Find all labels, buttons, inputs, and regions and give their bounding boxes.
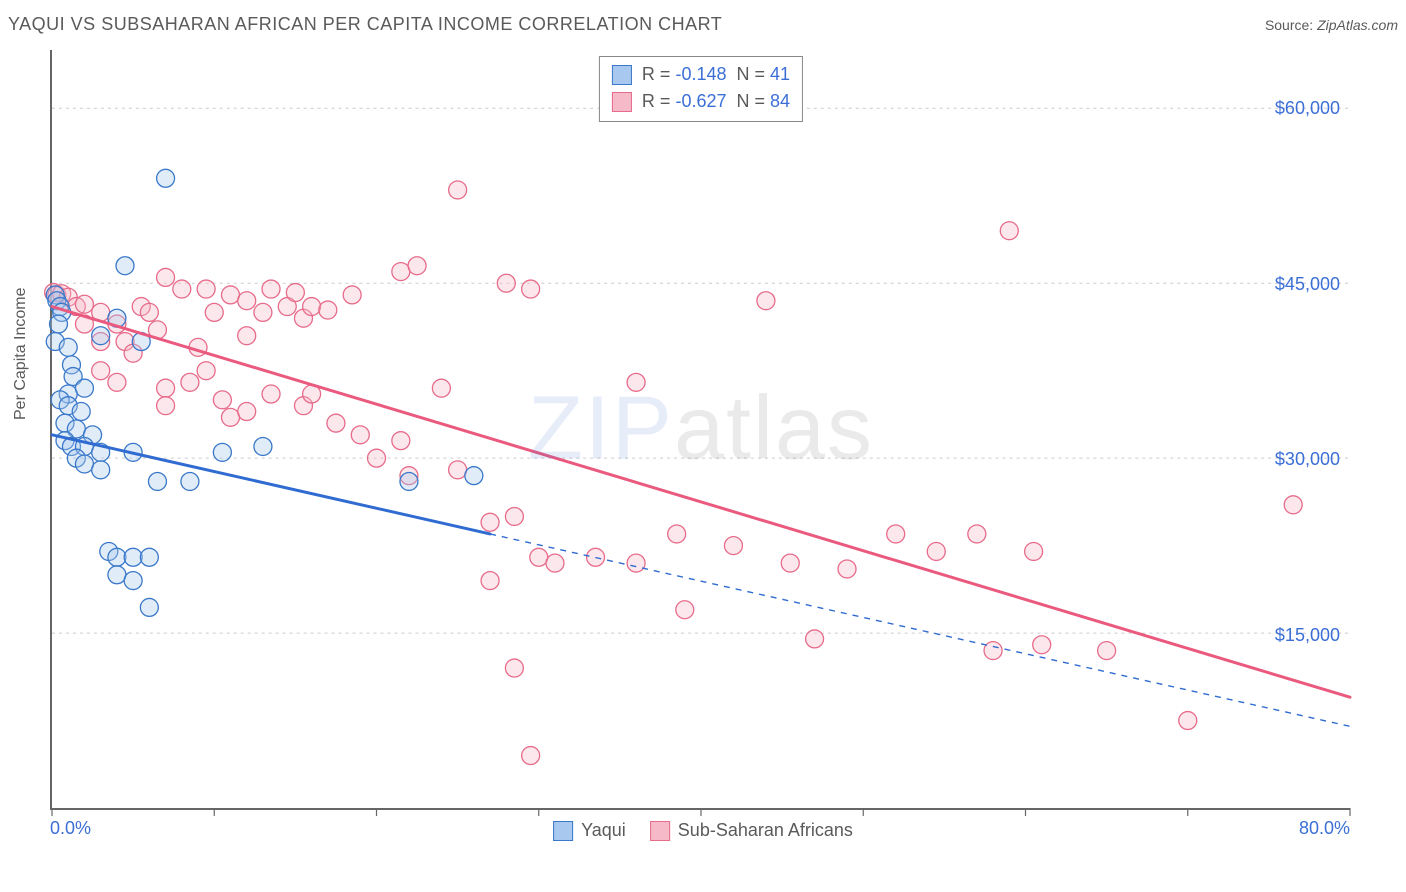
y-axis-label: Per Capita Income xyxy=(12,287,30,420)
legend-item-a: Yaqui xyxy=(553,820,626,841)
source-name: ZipAtlas.com xyxy=(1317,17,1398,33)
x-max-label: 80.0% xyxy=(1299,818,1350,839)
n-eq-a: N = 41 xyxy=(737,61,791,88)
n-eq-b: N = 84 xyxy=(737,88,791,115)
swatch-series-a xyxy=(612,65,632,85)
y-tick-label: $30,000 xyxy=(1275,449,1340,470)
swatch-series-b xyxy=(612,92,632,112)
series-b-points xyxy=(45,181,1303,765)
series-legend: Yaqui Sub-Saharan Africans xyxy=(553,820,853,841)
series-b-trendline xyxy=(52,307,1350,698)
correlation-row-b: R = -0.627 N = 84 xyxy=(612,88,790,115)
chart-svg xyxy=(52,50,1350,808)
correlation-row-a: R = -0.148 N = 41 xyxy=(612,61,790,88)
chart-header: YAQUI VS SUBSAHARAN AFRICAN PER CAPITA I… xyxy=(8,14,1398,35)
legend-swatch-b xyxy=(650,821,670,841)
r-eq-b: R = -0.627 xyxy=(642,88,727,115)
r-eq-a: R = -0.148 xyxy=(642,61,727,88)
plot-area: ZIPatlas R = -0.148 N = 41 R = -0.627 N … xyxy=(50,50,1350,810)
x-ticks xyxy=(52,808,1350,816)
y-tick-label: $15,000 xyxy=(1275,625,1340,646)
source-attribution: Source: ZipAtlas.com xyxy=(1265,17,1398,33)
legend-label-a: Yaqui xyxy=(581,820,626,841)
x-min-label: 0.0% xyxy=(50,818,91,839)
legend-label-b: Sub-Saharan Africans xyxy=(678,820,853,841)
correlation-legend-box: R = -0.148 N = 41 R = -0.627 N = 84 xyxy=(599,56,803,122)
y-tick-label: $45,000 xyxy=(1275,274,1340,295)
legend-swatch-a xyxy=(553,821,573,841)
source-label: Source: xyxy=(1265,17,1313,33)
gridlines xyxy=(52,108,1350,633)
legend-item-b: Sub-Saharan Africans xyxy=(650,820,853,841)
series-a-trendline xyxy=(52,435,1350,727)
chart-title: YAQUI VS SUBSAHARAN AFRICAN PER CAPITA I… xyxy=(8,14,722,35)
y-tick-label: $60,000 xyxy=(1275,98,1340,119)
